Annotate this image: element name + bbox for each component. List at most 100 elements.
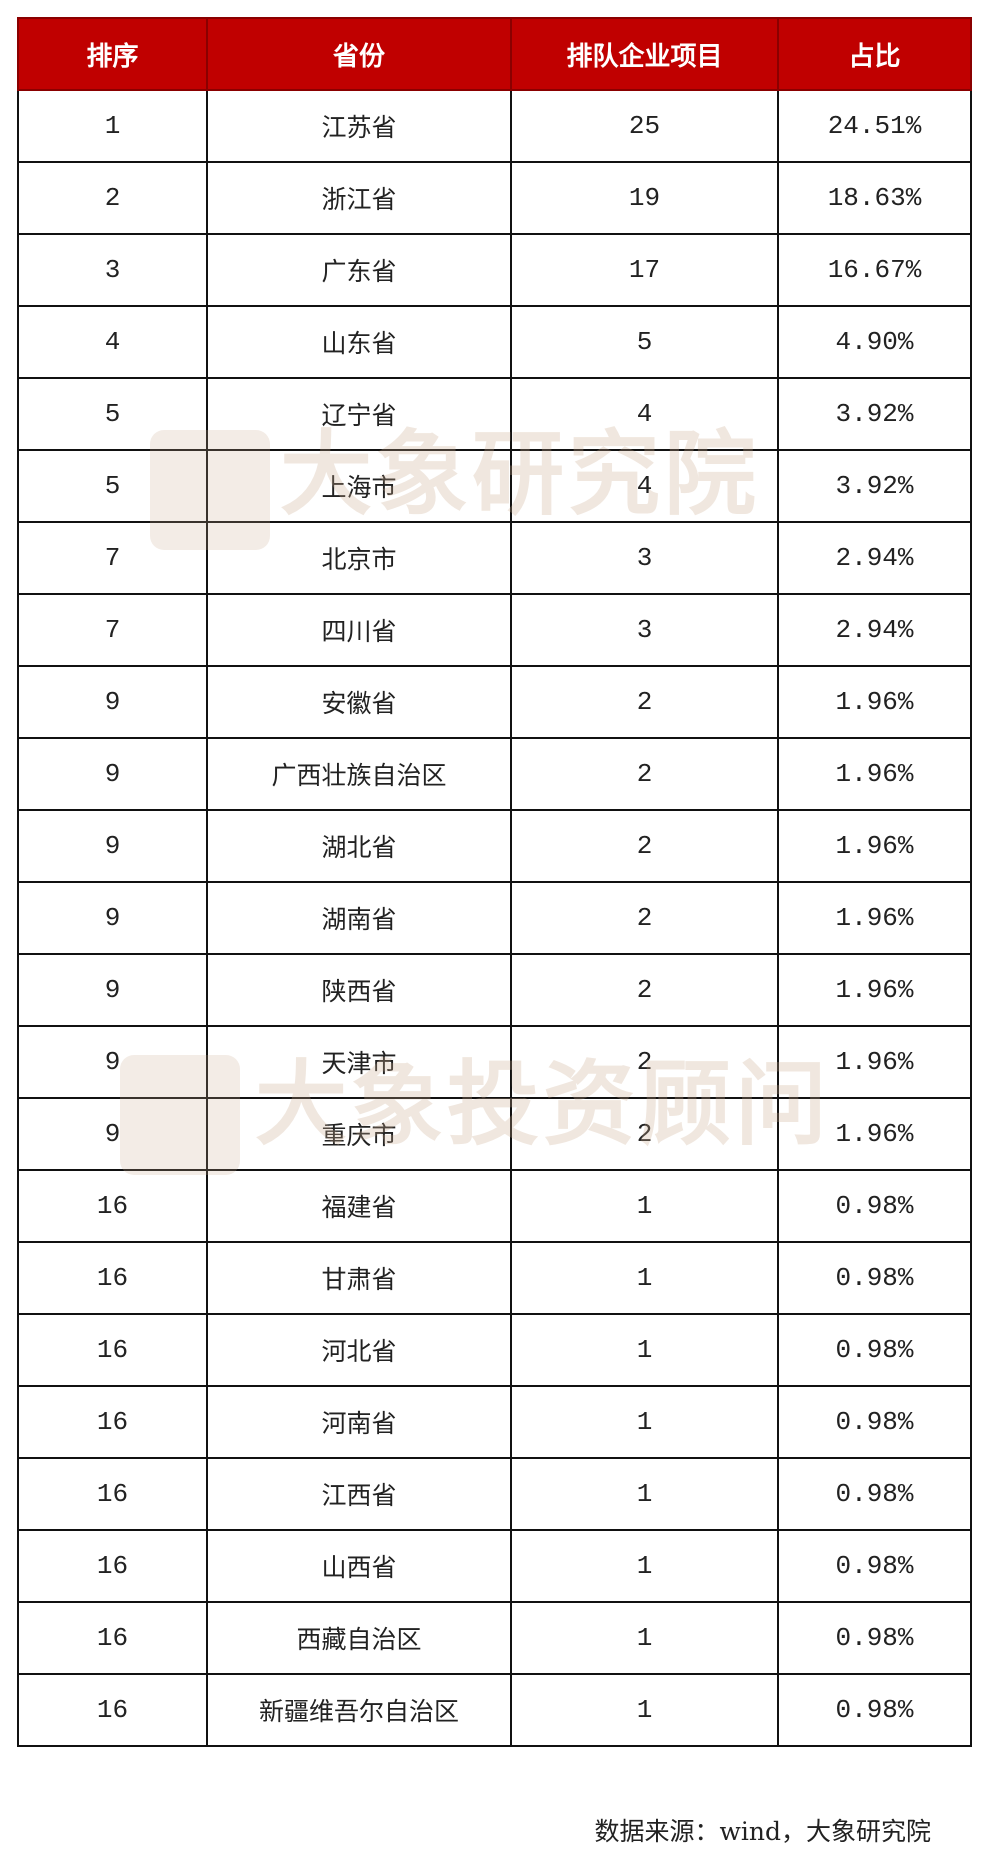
watermark-logo [150,430,270,550]
cell-queue-projects: 2 [510,737,779,811]
cell-province: 江西省 [206,1457,512,1531]
cell-province: 河北省 [206,1313,512,1387]
cell-share: 24.51% [777,89,972,163]
cell-queue-projects: 19 [510,161,779,235]
cell-province: 广西壮族自治区 [206,737,512,811]
cell-share: 0.98% [777,1169,972,1243]
cell-queue-projects: 1 [510,1601,779,1675]
cell-rank: 5 [17,377,208,451]
cell-queue-projects: 2 [510,809,779,883]
cell-queue-projects: 4 [510,449,779,523]
cell-rank: 16 [17,1385,208,1459]
table-row: 7 北京市 3 2.94% [17,521,972,595]
cell-province: 新疆维吾尔自治区 [206,1673,512,1747]
cell-share: 0.98% [777,1385,972,1459]
header-queue-projects: 排队企业项目 [510,17,779,91]
cell-share: 2.94% [777,521,972,595]
cell-rank: 16 [17,1601,208,1675]
cell-share: 0.98% [777,1457,972,1531]
cell-share: 0.98% [777,1673,972,1747]
cell-share: 16.67% [777,233,972,307]
cell-province: 湖北省 [206,809,512,883]
cell-province: 河南省 [206,1385,512,1459]
cell-queue-projects: 1 [510,1169,779,1243]
cell-rank: 2 [17,161,208,235]
cell-share: 0.98% [777,1601,972,1675]
table-row: 5 辽宁省 4 3.92% [17,377,972,451]
table-row: 4 山东省 5 4.90% [17,305,972,379]
cell-share: 0.98% [777,1529,972,1603]
cell-share: 2.94% [777,593,972,667]
table-row: 7 四川省 3 2.94% [17,593,972,667]
province-ranking-table: 排序 省份 排队企业项目 占比 1 江苏省 25 24.51% 2 浙江省 19 18.63%… [17,17,972,1747]
cell-province: 浙江省 [206,161,512,235]
cell-rank: 9 [17,953,208,1027]
cell-queue-projects: 2 [510,953,779,1027]
cell-province: 山东省 [206,305,512,379]
table-row: 16 福建省 1 0.98% [17,1169,972,1243]
cell-queue-projects: 1 [510,1313,779,1387]
cell-share: 0.98% [777,1241,972,1315]
table-row: 9 湖南省 2 1.96% [17,881,972,955]
cell-province: 天津市 [206,1025,512,1099]
cell-rank: 4 [17,305,208,379]
table-row: 3 广东省 17 16.67% [17,233,972,307]
cell-rank: 7 [17,521,208,595]
cell-share: 1.96% [777,881,972,955]
table-row: 9 湖北省 2 1.96% [17,809,972,883]
cell-queue-projects: 4 [510,377,779,451]
table-row: 9 陕西省 2 1.96% [17,953,972,1027]
cell-share: 3.92% [777,377,972,451]
cell-share: 1.96% [777,737,972,811]
cell-share: 1.96% [777,1097,972,1171]
table-row: 16 新疆维吾尔自治区 1 0.98% [17,1673,972,1747]
cell-province: 重庆市 [206,1097,512,1171]
cell-queue-projects: 17 [510,233,779,307]
cell-province: 山西省 [206,1529,512,1603]
cell-queue-projects: 2 [510,1097,779,1171]
table-row: 16 西藏自治区 1 0.98% [17,1601,972,1675]
cell-province: 上海市 [206,449,512,523]
table-row: 9 安徽省 2 1.96% [17,665,972,739]
table-row: 9 天津市 2 1.96% [17,1025,972,1099]
data-source-note: 数据来源：wind，大象研究院 [594,1817,931,1846]
cell-share: 4.90% [777,305,972,379]
cell-province: 四川省 [206,593,512,667]
cell-share: 1.96% [777,809,972,883]
cell-province: 福建省 [206,1169,512,1243]
cell-share: 0.98% [777,1313,972,1387]
cell-queue-projects: 5 [510,305,779,379]
header-province: 省份 [206,17,512,91]
cell-rank: 9 [17,665,208,739]
cell-rank: 5 [17,449,208,523]
table-row: 5 上海市 4 3.92% [17,449,972,523]
cell-queue-projects: 1 [510,1673,779,1747]
cell-rank: 16 [17,1457,208,1531]
cell-province: 陕西省 [206,953,512,1027]
header-rank: 排序 [17,17,208,91]
cell-rank: 16 [17,1313,208,1387]
cell-queue-projects: 2 [510,1025,779,1099]
cell-share: 1.96% [777,953,972,1027]
table-row: 9 重庆市 2 1.96% [17,1097,972,1171]
table-row: 16 甘肃省 1 0.98% [17,1241,972,1315]
cell-queue-projects: 2 [510,881,779,955]
cell-province: 甘肃省 [206,1241,512,1315]
cell-queue-projects: 1 [510,1385,779,1459]
cell-queue-projects: 1 [510,1241,779,1315]
cell-rank: 3 [17,233,208,307]
cell-rank: 9 [17,737,208,811]
cell-province: 湖南省 [206,881,512,955]
cell-queue-projects: 2 [510,665,779,739]
cell-province: 北京市 [206,521,512,595]
cell-province: 广东省 [206,233,512,307]
cell-share: 18.63% [777,161,972,235]
table-row: 1 江苏省 25 24.51% [17,89,972,163]
cell-rank: 16 [17,1673,208,1747]
cell-province: 西藏自治区 [206,1601,512,1675]
table-row: 9 广西壮族自治区 2 1.96% [17,737,972,811]
cell-share: 1.96% [777,1025,972,1099]
cell-queue-projects: 3 [510,593,779,667]
header-share: 占比 [777,17,972,91]
cell-rank: 7 [17,593,208,667]
